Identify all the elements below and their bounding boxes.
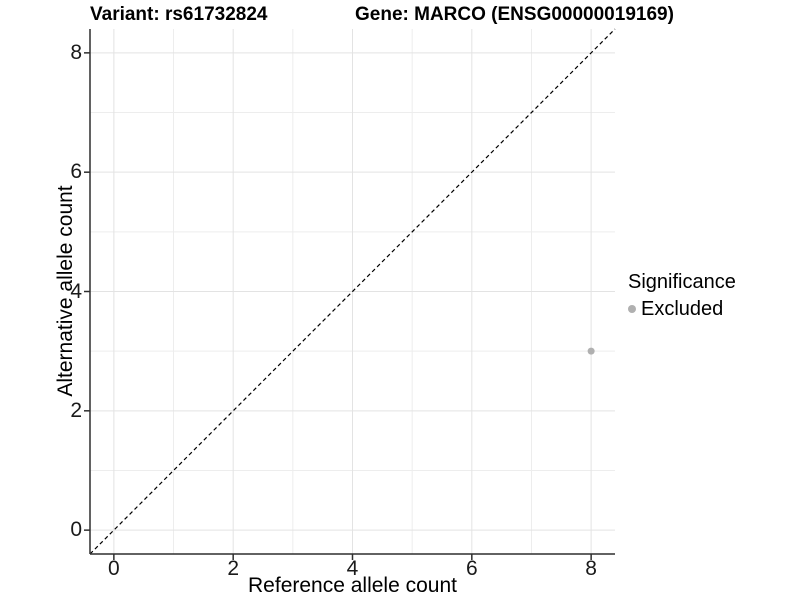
y-tick-label: 8 xyxy=(70,40,82,64)
legend-title: Significance xyxy=(628,271,736,293)
x-tick-label: 8 xyxy=(585,557,597,580)
x-tick-label: 2 xyxy=(227,557,240,580)
x-tick-label: 4 xyxy=(346,557,359,580)
y-tick-label: 2 xyxy=(70,398,82,422)
legend-item-label: Excluded xyxy=(641,298,724,320)
x-tick-label: 6 xyxy=(465,557,478,580)
y-tick-label: 0 xyxy=(70,518,82,542)
y-tick-label: 4 xyxy=(70,279,82,303)
data-point xyxy=(587,347,595,355)
plot-title-variant: Variant: rs61732824 xyxy=(90,4,268,25)
legend-items: Excluded xyxy=(628,297,736,321)
plot-title-gene: Gene: MARCO (ENSG00000019169) xyxy=(355,4,674,25)
legend-item: Excluded xyxy=(628,297,736,321)
x-axis-title: Reference allele count xyxy=(248,574,457,597)
y-tick-label: 6 xyxy=(70,160,82,184)
legend: Significance Excluded xyxy=(628,270,736,321)
x-tick-label: 0 xyxy=(108,557,120,580)
y-axis-title: Alternative allele count xyxy=(54,185,77,397)
legend-marker-icon xyxy=(628,305,636,313)
identity-line xyxy=(89,28,616,555)
